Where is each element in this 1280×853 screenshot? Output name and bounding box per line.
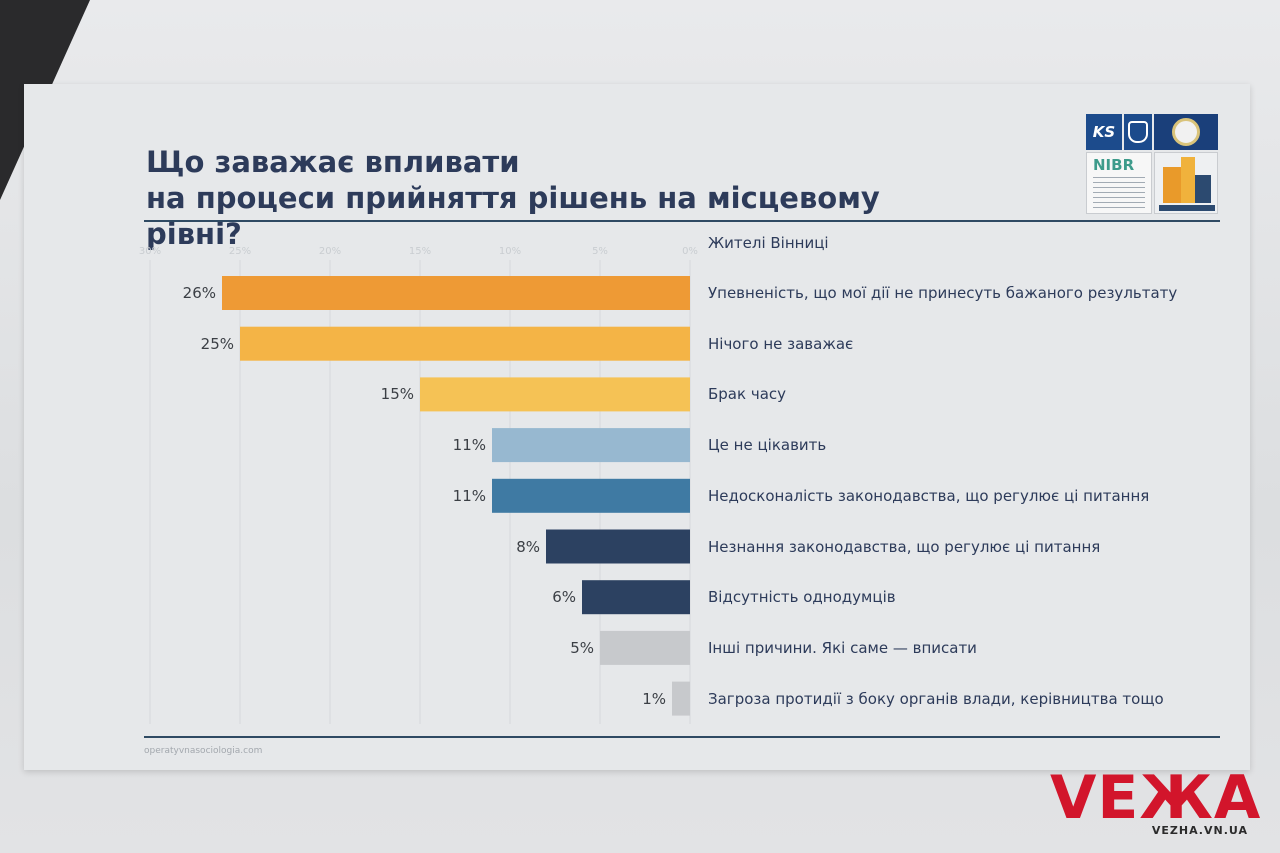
ks-logo: KS (1086, 114, 1122, 150)
bar (222, 276, 690, 310)
bar-value-label: 15% (380, 385, 414, 404)
category-label: Це не цікавить (708, 436, 827, 455)
watermark-url: VEZHA.VN.UA (1151, 824, 1248, 837)
presentation-slide: Що заважає впливати на процеси прийняття… (24, 84, 1250, 770)
x-tick-label: 25% (228, 246, 252, 257)
x-tick-label: 15% (408, 246, 432, 257)
site-watermark: VEЖA VEZHA.VN.UA (1050, 766, 1270, 846)
bar-value-label: 25% (200, 334, 234, 353)
x-tick-label: 20% (318, 246, 342, 257)
footer-divider (144, 736, 1220, 738)
category-label: Відсутність однодумців (708, 588, 896, 607)
bar (420, 377, 690, 412)
x-tick-label: 0% (682, 246, 698, 257)
chart-legend-label: Жителі Вінниці (708, 234, 829, 252)
category-label: Недосконалість законодавства, що регулює… (708, 486, 1150, 505)
x-tick-label: 10% (498, 246, 522, 257)
bar (672, 681, 690, 716)
shield-logo-icon (1124, 114, 1152, 150)
bar (546, 529, 690, 564)
bar (240, 326, 690, 361)
x-tick-label: 30% (138, 246, 162, 257)
bar (600, 630, 690, 665)
slide-title-line-1: Що заважає впливати (146, 145, 520, 179)
seal-logo-icon (1154, 114, 1218, 150)
chart-canvas (149, 260, 691, 724)
tower-logo-icon (1154, 152, 1218, 214)
bar-value-label: 6% (552, 588, 576, 607)
bar-value-label: 8% (516, 537, 540, 556)
bar-value-label: 11% (452, 486, 486, 505)
slide-title: Що заважає впливати на процеси прийняття… (146, 144, 966, 252)
slide-title-line-2: на процеси прийняття рішень на місцевому… (146, 181, 880, 251)
bar-value-label: 11% (452, 436, 486, 455)
bar-value-label: 26% (182, 284, 216, 302)
bar-chart: Жителі Вінниці 30% 25% 20% 15% 10% 5% 0% 26% Упе… (24, 84, 1250, 770)
bar-value-label: 1% (642, 689, 666, 708)
watermark-logo: VEЖA (1050, 763, 1262, 833)
bar (582, 580, 690, 615)
category-label: Незнання законодавства, що регулює ці пи… (708, 537, 1101, 556)
partner-logos: KS NIBR (1086, 114, 1220, 214)
bar (492, 478, 690, 513)
category-label: Нічого не заважає (708, 334, 854, 353)
category-label: Загроза протидії з боку органів влади, к… (708, 689, 1164, 708)
title-divider (144, 220, 1220, 222)
category-label: Упевненість, що мої дії не принесуть баж… (708, 284, 1178, 302)
nibr-logo: NIBR (1086, 152, 1152, 214)
bar-value-label: 5% (570, 638, 594, 657)
bar (492, 428, 690, 463)
footer-url: operatyvnasociologia.com (144, 746, 263, 756)
x-tick-label: 5% (592, 246, 608, 257)
nibr-logo-subtext-icon (1093, 177, 1145, 209)
category-label: Брак часу (708, 385, 787, 404)
category-label: Інші причини. Які саме — вписати (708, 638, 977, 657)
nibr-logo-text: NIBR (1093, 156, 1135, 174)
